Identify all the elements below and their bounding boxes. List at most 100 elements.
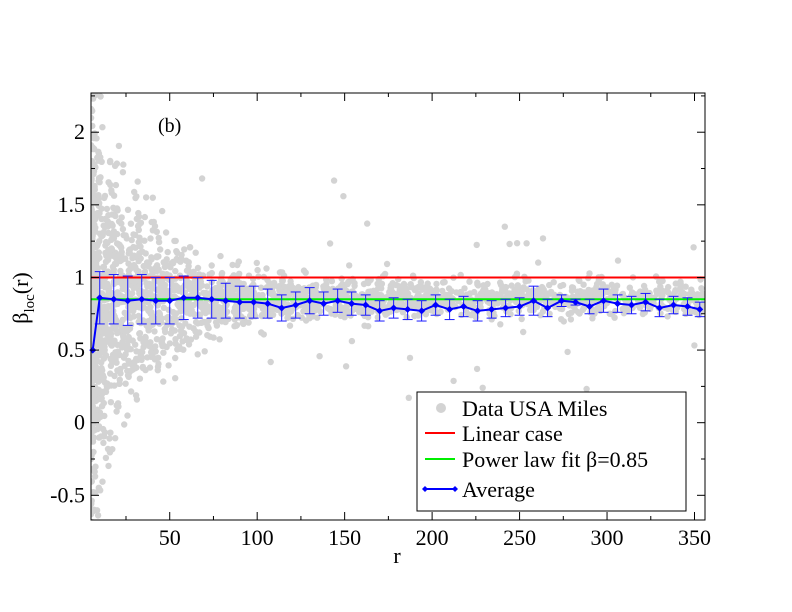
- scatter-point: [91, 322, 95, 330]
- y-tick-label: -0.5: [50, 482, 85, 507]
- scatter-point: [331, 308, 338, 315]
- scatter-point: [178, 255, 185, 262]
- scatter-point: [233, 293, 240, 300]
- scatter-point: [651, 295, 658, 302]
- scatter-point: [95, 192, 102, 199]
- scatter-point: [231, 304, 239, 311]
- scatter-point: [99, 478, 106, 485]
- scatter-point: [640, 291, 648, 299]
- scatter-point: [135, 226, 142, 234]
- scatter-point: [450, 377, 457, 385]
- scatter-point: [583, 385, 590, 393]
- scatter-point: [91, 468, 98, 475]
- scatter-point: [127, 265, 134, 272]
- scatter-point: [150, 218, 157, 226]
- scatter-point: [110, 266, 118, 273]
- scatter-point: [236, 270, 243, 277]
- scatter-point: [664, 313, 671, 320]
- scatter-point: [160, 259, 167, 266]
- scatter-point: [185, 341, 193, 348]
- scatter-point: [97, 487, 104, 494]
- scatter-point: [162, 229, 170, 236]
- scatter-point: [550, 279, 557, 286]
- scatter-point: [157, 319, 165, 326]
- scatter-point: [108, 310, 115, 317]
- scatter-point: [105, 462, 112, 470]
- scatter-point: [160, 304, 168, 311]
- average-point: [488, 305, 496, 313]
- scatter-point: [174, 346, 181, 353]
- scatter-point: [316, 353, 323, 360]
- scatter-point: [183, 257, 190, 264]
- average-point: [404, 305, 412, 313]
- scatter-point: [405, 394, 412, 401]
- scatter-point: [340, 193, 347, 200]
- scatter-point: [157, 281, 164, 288]
- y-tick-label: 2: [74, 119, 85, 144]
- scatter-point: [393, 281, 400, 289]
- scatter-point: [96, 350, 104, 358]
- scatter-point: [137, 287, 144, 295]
- scatter-point: [523, 240, 530, 247]
- scatter-point: [192, 318, 200, 326]
- scatter-point: [143, 280, 150, 287]
- average-point: [628, 301, 636, 309]
- scatter-point: [95, 388, 103, 395]
- scatter-point: [586, 270, 593, 277]
- scatter-point: [192, 249, 199, 256]
- scatter-point: [267, 358, 274, 366]
- scatter-point: [302, 317, 310, 324]
- scatter-point: [100, 228, 108, 236]
- scatter-point: [302, 269, 309, 276]
- scatter-point: [254, 266, 261, 274]
- scatter-point: [415, 312, 422, 319]
- scatter-point: [91, 300, 95, 308]
- scatter-point: [456, 290, 463, 297]
- scatter-point: [121, 421, 128, 428]
- scatter-point: [99, 124, 106, 131]
- scatter-point: [127, 220, 135, 227]
- scatter-point: [91, 434, 97, 441]
- y-tick-label: 0.5: [58, 337, 86, 362]
- scatter-point: [115, 403, 122, 410]
- y-axis-title-suffix: (r): [8, 272, 33, 294]
- scatter-point: [215, 313, 222, 320]
- scatter-point: [192, 333, 200, 340]
- scatter-point: [337, 291, 344, 299]
- scatter-point: [199, 300, 206, 308]
- scatter-point: [91, 397, 95, 404]
- scatter-point: [535, 259, 542, 266]
- scatter-point: [279, 269, 286, 276]
- scatter-point: [122, 325, 129, 333]
- average-point: [376, 307, 384, 315]
- scatter-point: [172, 375, 179, 382]
- scatter-point: [383, 260, 391, 268]
- scatter-point: [160, 378, 167, 385]
- scatter-point: [91, 281, 95, 288]
- scatter-point: [132, 231, 139, 239]
- scatter-point: [229, 261, 236, 269]
- scatter-point: [212, 319, 220, 326]
- scatter-point: [109, 222, 116, 229]
- scatter-point: [95, 277, 103, 284]
- scatter-point: [100, 439, 107, 447]
- y-tick-label: 1.5: [58, 192, 86, 217]
- scatter-point: [568, 284, 576, 291]
- average-point: [684, 303, 692, 310]
- scatter-point: [235, 258, 242, 265]
- scatter-point: [196, 311, 204, 318]
- scatter-point: [159, 207, 166, 215]
- legend-label-scatter: Data USA Miles: [462, 396, 607, 421]
- scatter-point: [99, 425, 107, 433]
- scatter-point: [153, 262, 161, 269]
- average-point: [320, 300, 328, 308]
- scatter-point: [428, 307, 435, 314]
- scatter-point: [155, 360, 162, 368]
- average-point: [278, 304, 286, 312]
- scatter-point: [672, 280, 679, 287]
- scatter-point: [286, 322, 294, 329]
- scatter-point: [328, 278, 336, 285]
- scatter-point: [172, 336, 179, 343]
- scatter-point: [91, 473, 99, 480]
- average-point: [180, 294, 188, 302]
